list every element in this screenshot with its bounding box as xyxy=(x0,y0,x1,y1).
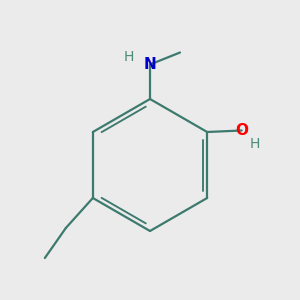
Text: H: H xyxy=(124,50,134,64)
Text: N: N xyxy=(144,57,156,72)
Text: H: H xyxy=(250,137,260,151)
Text: O: O xyxy=(235,123,248,138)
